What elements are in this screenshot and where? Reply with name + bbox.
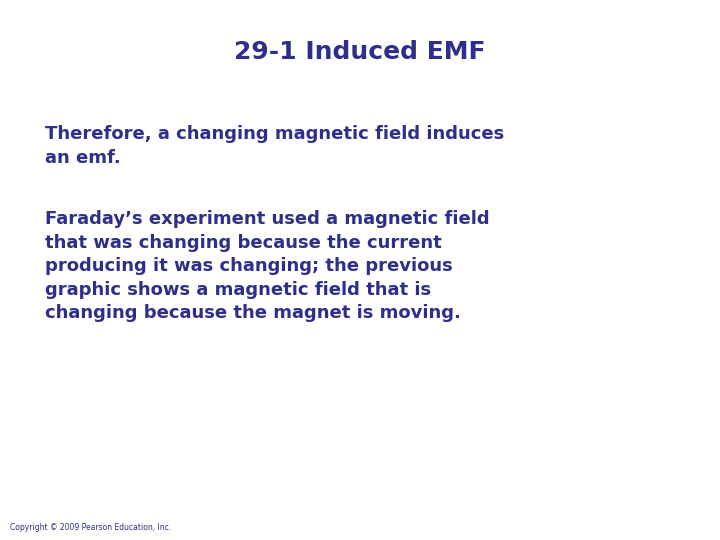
- Text: Therefore, a changing magnetic field induces
an emf.: Therefore, a changing magnetic field ind…: [45, 125, 504, 167]
- Text: Copyright © 2009 Pearson Education, Inc.: Copyright © 2009 Pearson Education, Inc.: [10, 523, 171, 532]
- Text: Faraday’s experiment used a magnetic field
that was changing because the current: Faraday’s experiment used a magnetic fie…: [45, 210, 490, 322]
- Text: 29-1 Induced EMF: 29-1 Induced EMF: [234, 40, 486, 64]
